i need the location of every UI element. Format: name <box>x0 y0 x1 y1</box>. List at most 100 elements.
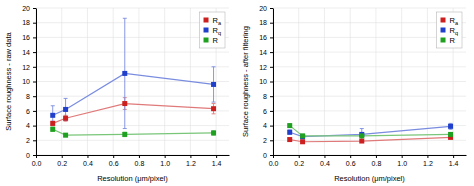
grid-line <box>273 110 466 111</box>
grid-line <box>36 52 229 53</box>
point <box>50 127 55 132</box>
tick-label: 0.2 <box>57 160 67 167</box>
tick-mark <box>87 155 88 158</box>
tick-label: 1.4 <box>449 160 459 167</box>
tick-label: 10 <box>259 78 267 85</box>
tick-mark <box>190 155 191 158</box>
point <box>211 82 216 87</box>
legend-swatch <box>204 18 209 23</box>
error-bar <box>212 131 216 135</box>
tick: 0.6 <box>109 155 119 167</box>
tick-label: 1.4 <box>212 160 222 167</box>
tick-label: 8 <box>263 93 267 100</box>
tick: 0.8 <box>135 155 145 167</box>
error-bar <box>51 127 55 131</box>
point <box>300 133 305 138</box>
error-bar <box>212 104 216 114</box>
tick-label: 16 <box>259 34 267 41</box>
legend: RaRqR <box>200 12 225 48</box>
legend-swatch <box>441 38 446 43</box>
tick-mark <box>139 155 140 158</box>
y-axis: 02468101214161820 <box>22 5 36 159</box>
tick: 2 <box>263 137 273 144</box>
tick: 1.2 <box>186 155 196 167</box>
point <box>359 133 364 138</box>
tick-mark <box>33 140 36 141</box>
y-axis-title: Surface roughness - raw data <box>4 31 13 130</box>
tick-mark <box>270 67 273 68</box>
tick-mark <box>270 140 273 141</box>
tick-label: 4 <box>26 122 30 129</box>
grid-line <box>273 66 466 67</box>
tick: 0.2 <box>57 155 67 167</box>
point <box>300 134 305 139</box>
grid-line <box>273 52 466 53</box>
legend-label: Rq <box>450 26 458 36</box>
tick-label: 14 <box>22 49 30 56</box>
tick-label: 8 <box>26 93 30 100</box>
point <box>300 139 305 144</box>
point <box>448 124 453 129</box>
tick-mark <box>33 37 36 38</box>
legend-label: Rq <box>213 26 221 36</box>
grid-line <box>36 125 229 126</box>
tick-mark <box>33 82 36 83</box>
grid-line <box>273 125 466 126</box>
tick-label: 6 <box>263 108 267 115</box>
tick-label: 0.2 <box>294 160 304 167</box>
tick: 6 <box>263 108 273 115</box>
point <box>122 71 127 76</box>
axis-line <box>274 155 467 156</box>
legend-label: Ra <box>213 16 222 26</box>
tick: 4 <box>26 122 36 129</box>
tick-label: 10 <box>22 78 30 85</box>
tick: 14 <box>22 49 36 56</box>
grid <box>36 8 229 155</box>
point <box>122 101 127 106</box>
tick: 0 <box>263 152 273 159</box>
chart: 0.00.20.40.60.81.01.21.40246810121416182… <box>0 0 474 186</box>
point <box>122 132 127 137</box>
tick: 16 <box>259 34 273 41</box>
axis-line <box>36 9 37 156</box>
point <box>359 139 364 144</box>
legend-swatch <box>441 18 446 23</box>
tick-label: 0.6 <box>346 160 356 167</box>
tick-label: 1.0 <box>160 160 170 167</box>
legend-swatch <box>204 28 209 33</box>
tick-label: 0.6 <box>109 160 119 167</box>
tick: 0.8 <box>372 155 382 167</box>
marks <box>287 123 453 144</box>
tick: 10 <box>22 78 36 85</box>
grid-line <box>273 8 466 9</box>
y-axis-title: Surface roughness - after filtering <box>241 26 250 137</box>
grid-line <box>36 8 229 9</box>
tick: 0.4 <box>83 155 93 167</box>
tick: 0.2 <box>294 155 304 167</box>
tick-mark <box>33 23 36 24</box>
tick-label: 1.0 <box>397 160 407 167</box>
tick: 10 <box>259 78 273 85</box>
tick: 0 <box>26 152 36 159</box>
tick-mark <box>62 155 63 158</box>
tick-mark <box>33 96 36 97</box>
grid-line <box>36 66 229 67</box>
tick-label: 2 <box>26 137 30 144</box>
tick-mark <box>270 111 273 112</box>
tick: 18 <box>259 19 273 26</box>
legend-swatch <box>441 28 446 33</box>
tick: 8 <box>26 93 36 100</box>
tick: 0.6 <box>346 155 356 167</box>
panel: 0.00.20.40.60.81.01.21.40246810121416182… <box>241 5 467 183</box>
point <box>50 113 55 118</box>
line <box>290 137 451 141</box>
tick: 1.0 <box>397 155 407 167</box>
marks <box>50 18 216 137</box>
panel: 0.00.20.40.60.81.01.21.40246810121416182… <box>4 5 230 183</box>
tick-mark <box>427 155 428 158</box>
tick-mark <box>33 126 36 127</box>
tick: 6 <box>26 108 36 115</box>
tick: 0.4 <box>320 155 330 167</box>
line <box>290 126 451 136</box>
tick-label: 2 <box>263 137 267 144</box>
